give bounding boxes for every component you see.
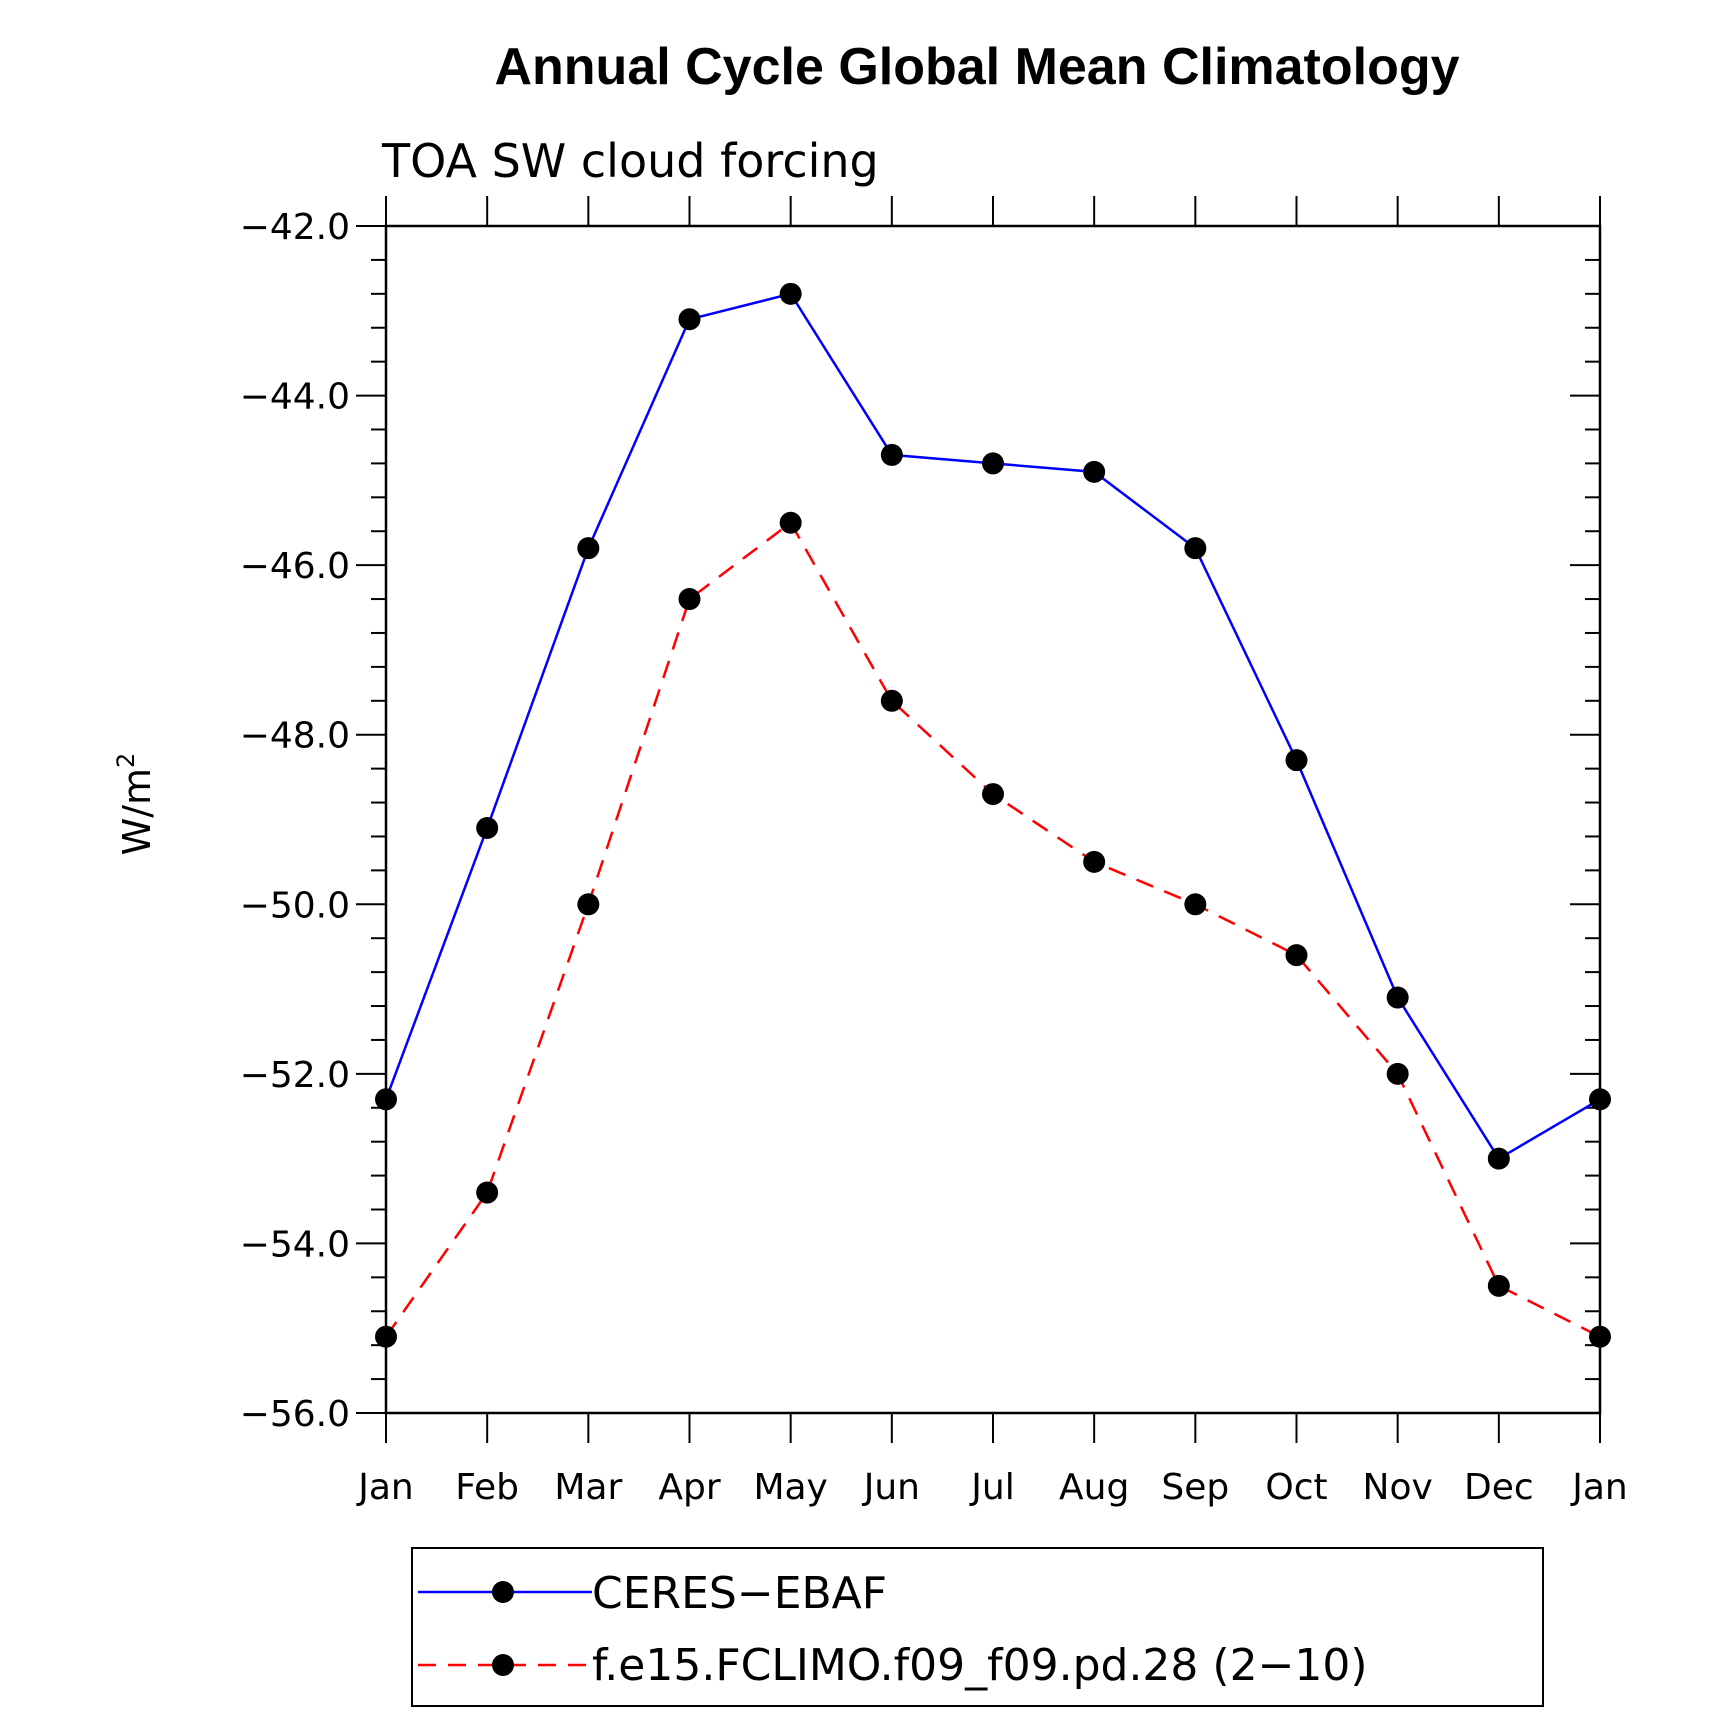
legend-label-ceres: CERES−EBAF — [592, 1568, 887, 1619]
data-point — [476, 816, 499, 839]
data-point — [982, 783, 1004, 806]
data-point — [1184, 893, 1207, 916]
data-point — [678, 588, 701, 611]
data-point — [577, 537, 600, 560]
legend-marker-model — [492, 1654, 514, 1676]
x-tick-label: Nov — [1363, 1467, 1433, 1508]
y-tick-label: −52.0 — [240, 1055, 350, 1096]
series-line — [384, 292, 1601, 1161]
data-point — [880, 443, 903, 466]
x-tick-label: Jan — [356, 1467, 414, 1508]
x-tick-label: Sep — [1161, 1467, 1229, 1508]
series-line — [384, 520, 1601, 1338]
data-point — [577, 893, 600, 916]
series-1 — [375, 511, 1611, 1348]
x-tick-label: Dec — [1464, 1467, 1534, 1508]
y-axis-label: W/m2 — [112, 753, 159, 856]
data-point — [1083, 460, 1106, 483]
y-tick-label: −56.0 — [240, 1394, 350, 1435]
data-point — [678, 308, 701, 331]
data-point — [1487, 1147, 1510, 1170]
data-point — [1285, 944, 1308, 967]
series-layer — [375, 282, 1611, 1348]
data-point — [982, 452, 1004, 475]
legend-box — [411, 1547, 1544, 1707]
data-point — [375, 1088, 397, 1111]
data-point — [375, 1325, 397, 1348]
data-point — [1184, 537, 1207, 560]
y-axis: −42.0 −44.0 −46.0 −48.0 −50.0 −52.0 −54.0 −56.0 — [240, 207, 1600, 1435]
y-tick-label: −48.0 — [240, 716, 350, 757]
data-point — [1386, 1062, 1409, 1085]
x-tick-label: Oct — [1265, 1467, 1327, 1508]
x-tick-label: Apr — [658, 1467, 720, 1508]
data-point — [476, 1181, 499, 1204]
plot-border — [384, 224, 1602, 1415]
data-point — [779, 282, 802, 305]
y-tick-label: −50.0 — [240, 885, 350, 926]
data-point — [779, 511, 802, 534]
y-tick-label: −54.0 — [240, 1224, 350, 1265]
x-tick-label: May — [753, 1467, 827, 1508]
legend-label-model: f.e15.FCLIMO.f09_f09.pd.28 (2−10) — [592, 1640, 1368, 1691]
x-tick-label: Mar — [554, 1467, 622, 1508]
y-tick-label: −46.0 — [240, 546, 350, 587]
chart-subtitle: TOA SW cloud forcing — [381, 134, 879, 188]
y-tick-label: −42.0 — [240, 207, 350, 248]
x-tick-label: Jul — [969, 1467, 1014, 1508]
legend-marker-ceres — [492, 1581, 514, 1603]
x-tick-label: Aug — [1059, 1467, 1129, 1508]
data-point — [1386, 986, 1409, 1009]
x-tick-label: Feb — [455, 1467, 519, 1508]
series-0 — [375, 282, 1611, 1170]
x-tick-label: Jun — [862, 1467, 920, 1508]
chart-title: Annual Cycle Global Mean Climatology — [494, 38, 1459, 96]
data-point — [1589, 1325, 1611, 1348]
data-point — [1487, 1274, 1510, 1297]
data-point — [880, 689, 903, 712]
x-axis: Jan Feb Mar Apr May Jun Jul Aug Sep Oct Nov Dec Jan — [356, 196, 1628, 1508]
data-point — [1285, 749, 1308, 772]
data-point — [1083, 850, 1106, 873]
data-point — [1589, 1088, 1611, 1111]
x-tick-label: Jan — [1570, 1467, 1628, 1508]
plot-frame — [384, 224, 1602, 1415]
legend: CERES−EBAF f.e15.FCLIMO.f09_f09.pd.28 (2… — [411, 1547, 1544, 1707]
y-tick-label: −44.0 — [240, 377, 350, 418]
